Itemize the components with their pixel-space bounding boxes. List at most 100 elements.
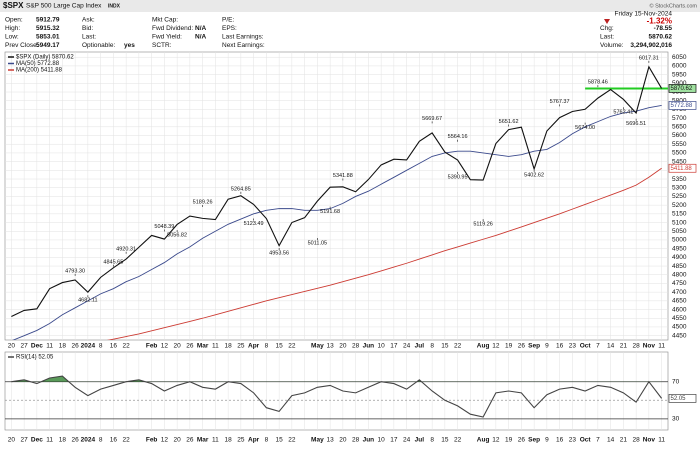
x-tick-label: Apr <box>248 437 260 444</box>
field-label: EPS: <box>222 25 237 32</box>
y-tick-label: 5200 <box>672 202 687 209</box>
series-line <box>106 167 662 340</box>
field-label: Last: <box>82 34 96 41</box>
x-tick-label: 19 <box>505 437 513 444</box>
x-tick-label: 8 <box>430 437 434 444</box>
y-tick-label: 4550 <box>672 315 687 322</box>
annotation: 5651.62 <box>499 119 519 125</box>
value-badge <box>668 84 697 93</box>
annotation: 4920.31 <box>116 246 136 252</box>
annotation: 5056.82 <box>167 233 187 239</box>
annotation: 5189.26 <box>193 199 213 205</box>
x-tick-label: 27 <box>21 437 29 444</box>
x-tick-label: 21 <box>620 343 628 350</box>
y-tick-label: 4500 <box>672 324 687 331</box>
y-tick-label: 5500 <box>672 150 687 157</box>
x-tick-label: 26 <box>186 437 194 444</box>
date: Friday 15-Nov-2024 <box>615 11 673 18</box>
field-value: 5949.17 <box>36 42 60 49</box>
x-tick-label: 20 <box>339 343 347 350</box>
x-tick-label: 26 <box>186 343 194 350</box>
y-tick-label: 5550 <box>672 141 687 148</box>
x-tick-label: 22 <box>123 437 131 444</box>
field-label: Ask: <box>82 17 95 24</box>
x-tick-label: 22 <box>288 437 296 444</box>
x-tick-label: 15 <box>276 343 284 350</box>
x-tick-label: 12 <box>161 437 169 444</box>
field-label: Open: <box>5 17 23 24</box>
x-tick-label: 12 <box>492 343 500 350</box>
x-tick-label: 25 <box>237 437 245 444</box>
y-tick-label: 5300 <box>672 184 687 191</box>
y-tick-label: 70 <box>672 378 680 385</box>
field-label: Last Earnings: <box>222 34 264 41</box>
y-tick-label: 4700 <box>672 289 687 296</box>
annotation: 5191.68 <box>320 209 340 215</box>
plot <box>5 352 668 430</box>
x-tick-label: 28 <box>633 437 641 444</box>
x-tick-label: Oct <box>580 343 592 350</box>
y-tick-label: 30 <box>672 416 680 423</box>
plot <box>5 52 668 340</box>
x-tick-label: 21 <box>620 437 628 444</box>
stat-label: Chg: <box>600 25 614 32</box>
title-bar <box>0 0 700 12</box>
value-badge <box>668 163 697 173</box>
value-badge-label: 5772.88 <box>671 103 693 109</box>
x-tick-label: Aug <box>477 437 490 444</box>
x-tick-label: Mar <box>197 437 209 444</box>
x-tick-label: 11 <box>46 437 53 444</box>
annotation: 5674.00 <box>575 125 595 131</box>
field-value: 5912.79 <box>36 17 60 24</box>
field-label: Next Earnings: <box>222 42 265 49</box>
y-tick-label: 4600 <box>672 306 687 313</box>
stat-value: 3,294,902,016 <box>630 42 672 49</box>
field-label: High: <box>5 25 20 32</box>
x-tick-label: 13 <box>327 343 335 350</box>
x-tick-label: 12 <box>492 437 500 444</box>
x-tick-label: Sep <box>528 437 540 444</box>
x-tick-label: 9 <box>545 343 549 350</box>
x-tick-label: 26 <box>518 437 526 444</box>
x-tick-label: Jun <box>363 343 375 350</box>
field-value: N/A <box>195 34 207 41</box>
annotation: 5402.62 <box>524 172 544 178</box>
symbol: $SPX <box>3 1 24 10</box>
y-tick-label: 5800 <box>672 97 687 104</box>
x-tick-label: 15 <box>276 437 284 444</box>
annotation: 5048.39 <box>154 224 174 230</box>
x-tick-label: 10 <box>378 437 386 444</box>
x-tick-label: 8 <box>265 343 269 350</box>
annotation: 5767.37 <box>550 99 570 105</box>
field-label: Fwd Dividend: <box>152 25 193 32</box>
x-tick-label: 8 <box>99 343 103 350</box>
x-tick-label: 2024 <box>81 437 96 444</box>
x-tick-label: 11 <box>658 437 665 444</box>
x-tick-label: 18 <box>225 343 233 350</box>
x-tick-label: 16 <box>110 437 118 444</box>
annotation: 5878.46 <box>588 80 608 86</box>
legend-entry: RSI(14) 52.05 <box>16 355 54 361</box>
x-tick-label: 18 <box>59 343 67 350</box>
field-value: 5853.01 <box>36 34 60 41</box>
y-tick-label: 4800 <box>672 271 687 278</box>
annotation: 5390.95 <box>448 174 468 180</box>
field-label: Low: <box>5 34 19 41</box>
x-tick-label: 28 <box>352 343 360 350</box>
y-tick-label: 5150 <box>672 211 687 218</box>
x-tick-label: 22 <box>123 343 131 350</box>
stat-label: Volume: <box>600 42 624 49</box>
x-tick-label: 18 <box>225 437 233 444</box>
x-tick-label: 27 <box>21 343 29 350</box>
x-tick-label: 22 <box>288 343 296 350</box>
x-tick-label: 20 <box>174 437 182 444</box>
x-tick-label: Jul <box>415 343 425 350</box>
y-tick-label: 4950 <box>672 245 687 252</box>
value-badge-label: 52.05 <box>671 396 687 402</box>
x-tick-label: 23 <box>569 437 577 444</box>
stat-label: Last: <box>600 34 614 41</box>
x-tick-label: 14 <box>607 343 615 350</box>
series-line <box>12 105 662 340</box>
series-line <box>11 375 663 418</box>
